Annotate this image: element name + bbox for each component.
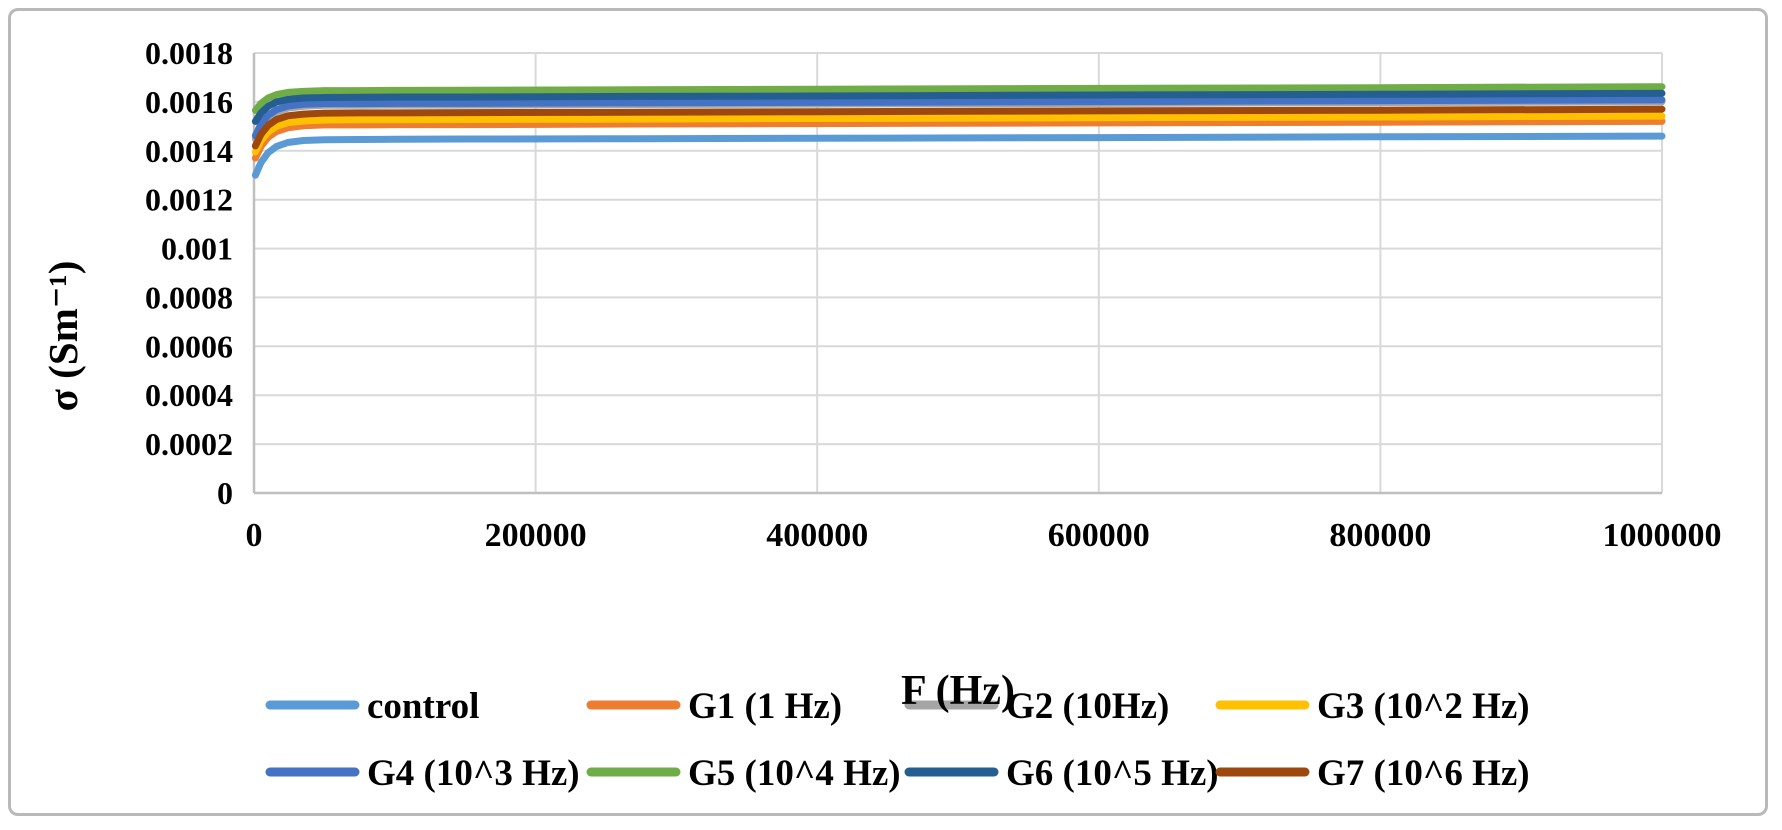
y-tick-label: 0.0016 (145, 84, 233, 120)
legend-label-g5: G5 (10^4 Hz) (688, 753, 901, 794)
series-line-g3 (251, 112, 1666, 156)
legend-label-control: control (367, 686, 479, 727)
x-tick-label: 200000 (485, 517, 587, 554)
series-line-g1 (251, 117, 1666, 162)
y-tick-label: 0.0006 (145, 328, 233, 364)
x-tick-label: 800000 (1329, 517, 1431, 554)
legend-label-g4: G4 (10^3 Hz) (367, 753, 580, 794)
series-line-g7 (251, 105, 1666, 150)
x-tick-label: 400000 (766, 517, 868, 554)
x-tick-label: 0 (246, 517, 263, 554)
y-tick-label: 0.0004 (145, 377, 233, 413)
y-axis-title: σ (Sm⁻¹) (40, 260, 86, 412)
series-line-g5 (251, 83, 1666, 114)
y-tick-label: 0 (217, 475, 233, 511)
legend-label-g7: G7 (10^6 Hz) (1317, 753, 1530, 794)
x-tick-label: 600000 (1048, 517, 1150, 554)
y-tick-label: 0.0002 (145, 426, 233, 462)
y-tick-label: 0.001 (161, 231, 233, 267)
legend-label-g2: G2 (10Hz) (1006, 686, 1169, 727)
series-line-g4 (251, 96, 1666, 140)
series-line-control (251, 132, 1666, 179)
x-tick-label: 1000000 (1603, 517, 1722, 554)
x-axis-title: F (Hz) (901, 668, 1015, 714)
y-tick-label: 0.0008 (145, 279, 233, 315)
legend-label-g3: G3 (10^2 Hz) (1317, 686, 1530, 727)
y-tick-label: 0.0018 (145, 35, 233, 71)
legend-label-g1: G1 (1 Hz) (688, 686, 842, 727)
y-tick-label: 0.0012 (145, 182, 233, 218)
series-line-g6 (251, 89, 1666, 125)
y-tick-label: 0.0014 (145, 133, 233, 169)
legend-label-g6: G6 (10^5 Hz) (1006, 753, 1219, 794)
